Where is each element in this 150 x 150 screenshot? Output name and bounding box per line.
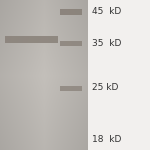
Text: 25 kD: 25 kD	[92, 84, 118, 93]
Text: 18  kD: 18 kD	[92, 135, 121, 144]
Bar	[60, 40, 82, 45]
Bar	[60, 85, 82, 90]
Bar	[5, 36, 58, 43]
Bar	[88, 0, 150, 150]
Text: 45  kD: 45 kD	[92, 8, 121, 16]
Text: 35  kD: 35 kD	[92, 39, 121, 48]
Bar	[60, 9, 82, 15]
